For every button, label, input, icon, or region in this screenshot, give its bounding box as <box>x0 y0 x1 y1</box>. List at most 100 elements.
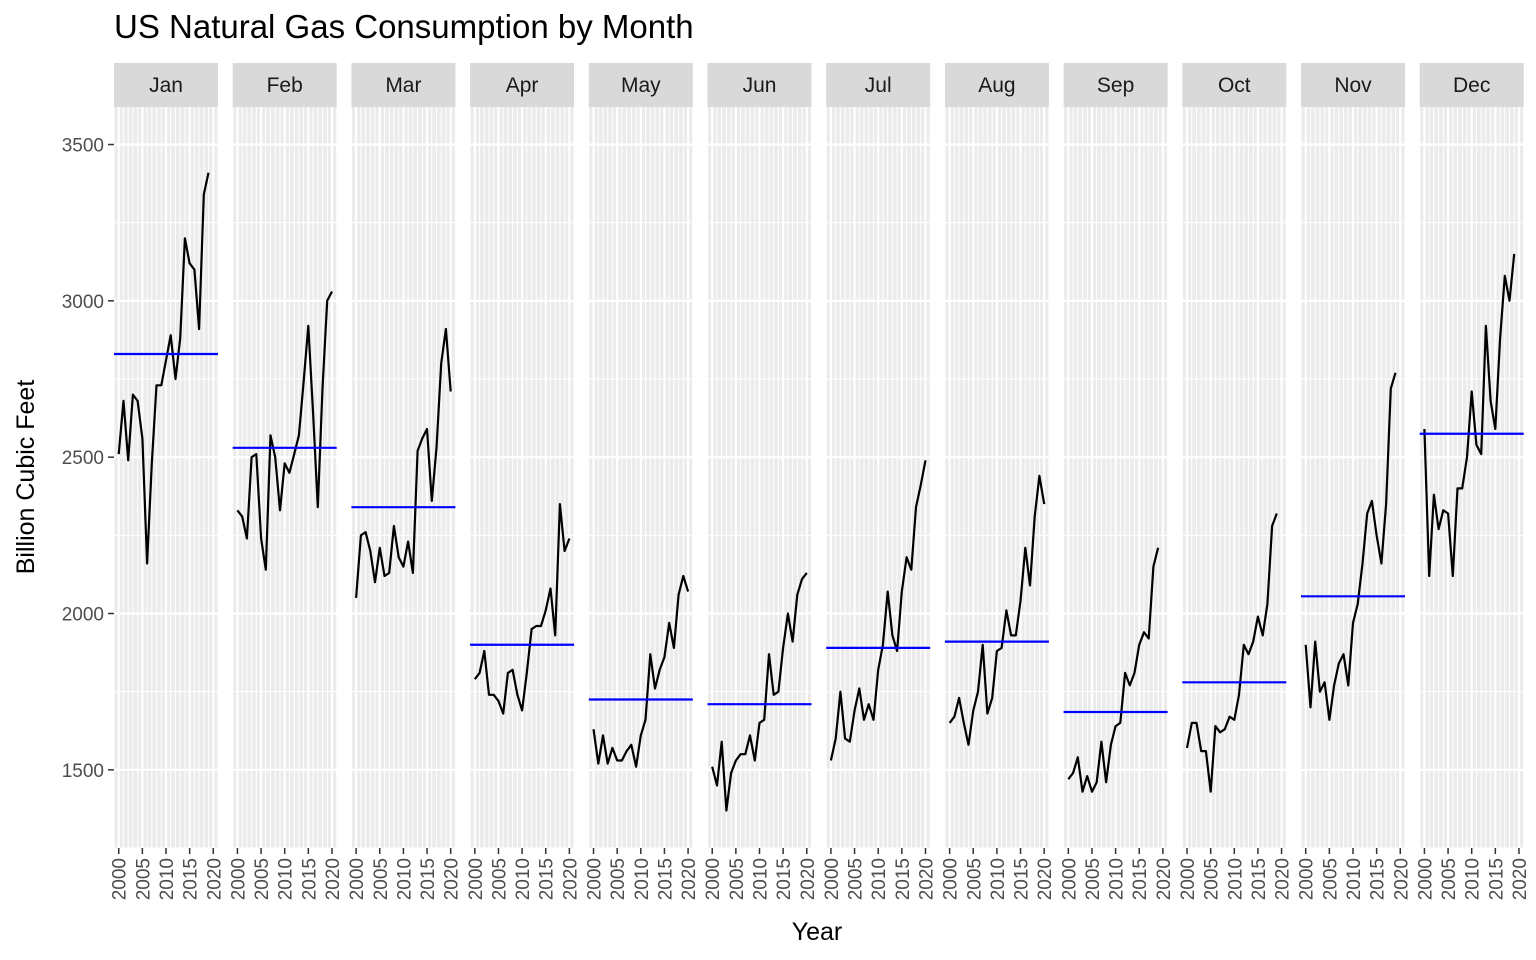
x-tick-label: 2005 <box>1320 858 1341 900</box>
x-tick-label: 2020 <box>323 858 344 900</box>
x-tick-label: 2020 <box>1391 858 1412 900</box>
facet-strip <box>232 63 337 107</box>
facet-strip-label: Feb <box>267 74 303 97</box>
facet-panel-jun: Jun <box>707 63 812 849</box>
x-tick-label: 2020 <box>1510 858 1531 900</box>
y-tick-label: 1500 <box>62 761 104 782</box>
series-line-jan <box>117 172 210 565</box>
x-tick-label: 2020 <box>442 858 463 900</box>
x-tick-label: 2005 <box>489 858 510 900</box>
x-tick-label: 2000 <box>941 858 962 900</box>
x-tick-label: 2015 <box>299 858 320 900</box>
x-tick-label: 2015 <box>1012 858 1033 900</box>
series-line-oct <box>1185 513 1278 793</box>
x-tick-label: 2000 <box>228 858 249 900</box>
facet-panel-sep: Sep <box>1063 63 1169 849</box>
facet-panel-oct: Oct <box>1181 63 1287 849</box>
x-tick-label: 2000 <box>466 858 487 900</box>
facet-strip <box>707 63 812 107</box>
x-tick-label: 2005 <box>846 858 867 900</box>
x-tick-label: 2020 <box>204 858 225 900</box>
series-line-apr <box>473 503 571 715</box>
x-tick-label: 2010 <box>1225 858 1246 900</box>
x-tick-label: 2015 <box>181 858 202 900</box>
series-line-aug <box>948 474 1046 746</box>
x-tick-label: 2005 <box>1083 858 1104 900</box>
x-tick-label: 2005 <box>252 858 273 900</box>
x-tick-label: 2020 <box>1154 858 1175 900</box>
facet-panel-apr: Apr <box>469 63 575 849</box>
facet-strip <box>351 63 456 107</box>
y-axis-title: Billion Cubic Feet <box>12 380 40 575</box>
x-tick-label: 2015 <box>1130 858 1151 900</box>
facet-strip-label: Sep <box>1097 74 1134 97</box>
facet-strip-label: Nov <box>1334 74 1372 97</box>
x-tick-label: 2020 <box>560 858 581 900</box>
x-tick-label: 2000 <box>347 858 368 900</box>
x-tick-label: 2005 <box>727 858 748 900</box>
x-tick-label: 2015 <box>1249 858 1270 900</box>
facet-strip-label: Jan <box>149 74 183 97</box>
facet-panel-aug: Aug <box>944 63 1050 849</box>
x-tick-label: 2005 <box>133 858 154 900</box>
x-tick-label: 2015 <box>1486 858 1507 900</box>
y-tick-label: 3000 <box>62 292 104 313</box>
facet-strip-label: Mar <box>385 74 421 97</box>
x-tick-label: 2005 <box>608 858 629 900</box>
facet-panel-jul: Jul <box>825 63 931 849</box>
series-line-feb <box>236 290 333 571</box>
y-tick-label: 3500 <box>62 136 104 157</box>
x-tick-label: 2020 <box>916 858 937 900</box>
facet-strip-label: Jul <box>865 74 892 97</box>
x-tick-label: 2005 <box>1202 858 1223 900</box>
facet-strip-label: Jun <box>743 74 777 97</box>
facet-strip-label: Aug <box>978 74 1015 97</box>
series-line-jun <box>711 572 808 812</box>
facet-panel-mar: Mar <box>350 63 456 849</box>
series-line-jul <box>829 460 927 761</box>
x-tick-label: 2010 <box>1107 858 1128 900</box>
facet-strip <box>114 63 218 107</box>
x-tick-label: 2010 <box>988 858 1009 900</box>
facet-strip <box>1063 63 1168 107</box>
facet-strip <box>944 63 1049 107</box>
x-tick-label: 2020 <box>1273 858 1294 900</box>
x-tick-label: 2020 <box>1035 858 1056 900</box>
x-tick-label: 2010 <box>869 858 890 900</box>
x-tick-label: 2015 <box>418 858 439 900</box>
series-line-nov <box>1304 372 1397 721</box>
x-tick-label: 2020 <box>679 858 700 900</box>
series-line-mar <box>355 327 452 598</box>
x-axis: 2000 2005 2010 2015 2020 2000 2005 2010 2015 2020… <box>110 848 1531 900</box>
facet-panel-nov: Nov <box>1300 63 1406 849</box>
facet-strip <box>826 63 931 107</box>
facet-strip <box>588 63 693 107</box>
panels-layer: Jan Feb Mar Apr May Jun Jul Aug Sep Oct Nov Dec <box>113 63 1525 849</box>
x-tick-label: 2000 <box>1415 858 1436 900</box>
x-tick-label: 2005 <box>964 858 985 900</box>
x-tick-label: 2010 <box>394 858 415 900</box>
facet-panel-jan: Jan <box>113 63 219 849</box>
x-tick-label: 2020 <box>798 858 819 900</box>
x-tick-label: 2015 <box>655 858 676 900</box>
x-tick-label: 2000 <box>703 858 724 900</box>
x-tick-label: 2000 <box>1178 858 1199 900</box>
facet-strip <box>470 63 575 107</box>
x-tick-label: 2010 <box>632 858 653 900</box>
series-line-dec <box>1423 253 1516 578</box>
series-line-may <box>592 574 690 768</box>
x-axis-title: Year <box>792 918 843 946</box>
x-tick-label: 2000 <box>822 858 843 900</box>
x-tick-label: 2015 <box>893 858 914 900</box>
facet-strip <box>1301 63 1405 107</box>
x-tick-label: 2005 <box>1439 858 1460 900</box>
chart-title: US Natural Gas Consumption by Month <box>114 8 694 45</box>
facet-strip-label: Dec <box>1453 74 1490 97</box>
facet-panel-may: May <box>588 63 694 849</box>
y-tick-label: 2500 <box>62 448 104 469</box>
facet-strip-label: May <box>621 74 661 97</box>
x-tick-label: 2000 <box>1059 858 1080 900</box>
x-tick-label: 2010 <box>157 858 178 900</box>
y-tick-label: 2000 <box>62 605 104 626</box>
